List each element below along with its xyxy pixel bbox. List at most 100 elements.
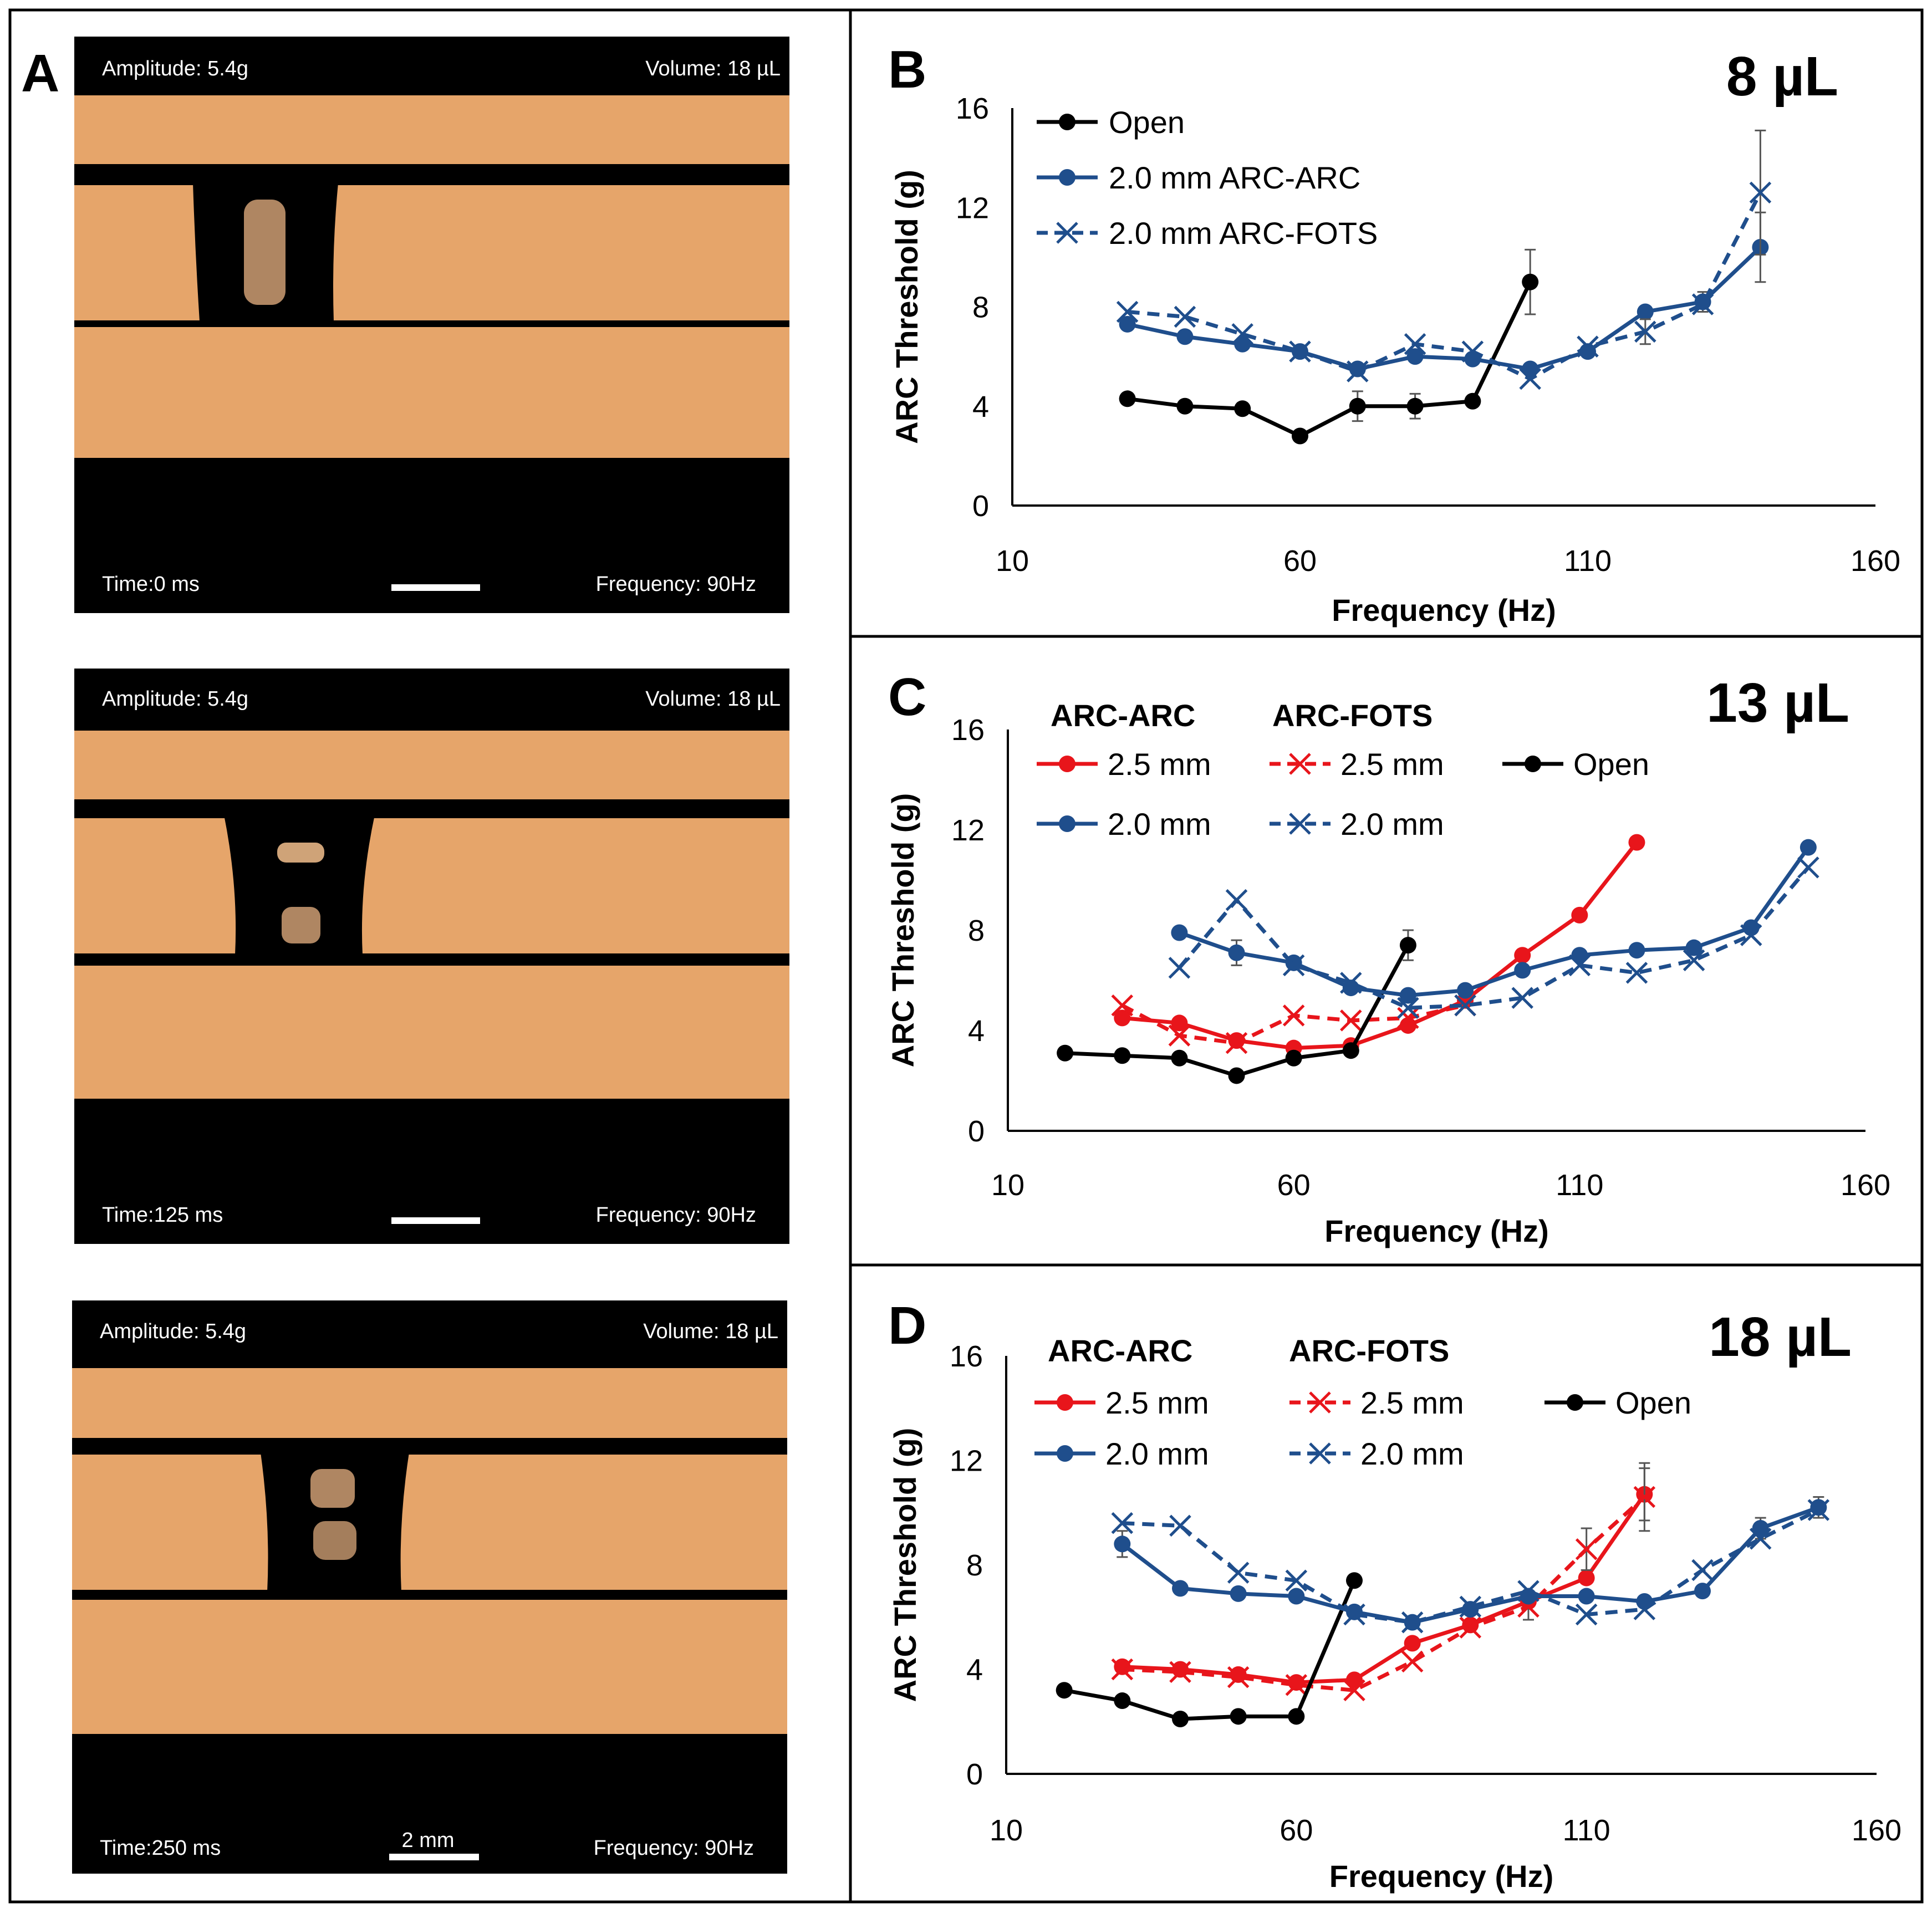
x-axis-title: Frequency (Hz) <box>1324 1213 1549 1248</box>
data-point <box>1228 1032 1245 1049</box>
frame-frequency: Frequency: 90Hz <box>594 1837 754 1860</box>
data-point <box>1810 1499 1827 1516</box>
legend-label: 2.0 mm <box>1360 1436 1464 1471</box>
y-tick-label: 4 <box>968 1014 985 1048</box>
panel-c-letter: C <box>888 667 926 727</box>
frame-volume: Volume: 18 µL <box>645 687 781 711</box>
y-tick-label: 16 <box>950 1340 983 1373</box>
data-point <box>1343 1679 1365 1701</box>
glass-bar-top <box>74 731 789 799</box>
legend-swatch-marker <box>1309 1442 1331 1465</box>
data-point <box>1230 1708 1247 1725</box>
data-point <box>1168 957 1191 979</box>
data-point <box>1749 1528 1772 1550</box>
data-point <box>1285 1674 1308 1696</box>
data-point <box>1227 1562 1250 1584</box>
series-line <box>1122 841 1639 1050</box>
data-point <box>1171 1049 1188 1067</box>
legend-label: 2.0 mm <box>1108 807 1211 841</box>
series-line <box>1122 1495 1646 1692</box>
data-point <box>1288 1588 1305 1605</box>
data-point <box>1517 1580 1540 1602</box>
data-point <box>1347 360 1369 382</box>
data-point <box>1172 1661 1189 1678</box>
data-point <box>1461 340 1484 363</box>
x-tick-label: 110 <box>1556 1169 1603 1202</box>
data-point <box>1637 303 1654 320</box>
data-point <box>1111 994 1134 1017</box>
data-point <box>1577 335 1599 358</box>
chart-c: C 13 µL 0 4 8 12 16 10 60 110 160 Frequency (Hz) A… <box>885 667 1890 1248</box>
video-frame-2: Amplitude: 5.4g Volume: 18 µL Time:125 m… <box>74 669 789 1244</box>
data-point <box>1340 972 1362 994</box>
panel-a-letter: A <box>21 44 59 103</box>
data-point <box>1288 1708 1305 1725</box>
legend-label: Open <box>1615 1385 1691 1420</box>
data-point <box>1346 1572 1363 1589</box>
data-point <box>1349 360 1366 378</box>
x-tick-label: 10 <box>991 1169 1024 1202</box>
frame-time: Time:250 ms <box>100 1837 221 1860</box>
legend-label: Open <box>1573 747 1649 782</box>
y-axis-title: ARC Threshold (g) <box>885 793 920 1068</box>
data-point <box>1114 1658 1131 1675</box>
data-point <box>1633 1598 1656 1620</box>
legend-swatch-marker <box>1059 815 1075 832</box>
glass-bar-bottom <box>74 966 789 1099</box>
data-point <box>1807 1499 1830 1521</box>
legend: ARC-ARC ARC-FOTS 2.5 mm 2.5 mm Open 2.0 mm 2.0… <box>1034 1333 1691 1471</box>
series-2-0-mm-arc-fots <box>1116 129 1772 390</box>
data-point <box>1340 1009 1362 1032</box>
data-point <box>1514 962 1531 979</box>
video-frame-1: Amplitude: 5.4g Volume: 18 µL Time:0 ms … <box>74 37 789 613</box>
data-point <box>1176 397 1194 415</box>
data-point <box>1749 181 1772 204</box>
data-point <box>1116 300 1139 323</box>
data-point <box>1285 1049 1302 1067</box>
legend-swatch-marker <box>1056 222 1078 244</box>
legend-label: 2.5 mm <box>1340 747 1444 782</box>
x-axis-title: Frequency (Hz) <box>1329 1859 1554 1894</box>
data-point <box>1628 942 1645 959</box>
data-point <box>1169 1514 1191 1537</box>
data-point <box>1228 1067 1245 1084</box>
data-point <box>1404 333 1426 355</box>
data-point <box>1454 994 1476 1017</box>
y-tick-label: 12 <box>950 1445 983 1478</box>
y-tick-label: 0 <box>972 489 989 523</box>
x-tick-label: 160 <box>1852 1814 1902 1847</box>
data-point <box>1683 949 1705 972</box>
frame-volume: Volume: 18 µL <box>645 57 781 80</box>
panel-b-letter: B <box>888 40 926 99</box>
legend-label: 2.0 mm <box>1105 1436 1209 1471</box>
y-tick-label: 4 <box>972 390 989 424</box>
legend-label: 2.5 mm <box>1360 1385 1464 1420</box>
series-open <box>1057 929 1416 1084</box>
series-arc-fots-2-5-mm <box>1111 1462 1656 1701</box>
data-point <box>1342 1042 1359 1059</box>
data-point <box>1346 1603 1363 1620</box>
legend-label: 2.5 mm <box>1108 747 1211 782</box>
x-tick-label: 60 <box>1279 1814 1313 1847</box>
glass-bar-bottom <box>74 327 789 458</box>
series-line <box>1127 191 1762 381</box>
data-point <box>1282 1004 1305 1027</box>
series-line <box>1122 1493 1646 1685</box>
data-point <box>1685 939 1702 956</box>
data-point <box>1740 924 1762 946</box>
droplet <box>224 815 375 955</box>
chart-title: 18 µL <box>1709 1306 1852 1368</box>
data-point <box>1231 323 1253 345</box>
series-open <box>1056 1572 1363 1728</box>
y-axis-title: ARC Threshold (g) <box>888 1428 922 1702</box>
data-point <box>1694 1583 1711 1600</box>
legend-header: ARC-FOTS <box>1272 698 1433 733</box>
scale-bar-label: 2 mm <box>402 1829 455 1852</box>
legend-swatch-marker <box>1057 1394 1073 1411</box>
data-point <box>1230 1666 1247 1683</box>
data-point <box>1225 889 1248 911</box>
data-point <box>1114 1692 1131 1710</box>
scale-bar <box>391 584 480 591</box>
chart-title: 8 µL <box>1726 45 1838 108</box>
x-tick-label: 160 <box>1841 1169 1890 1202</box>
